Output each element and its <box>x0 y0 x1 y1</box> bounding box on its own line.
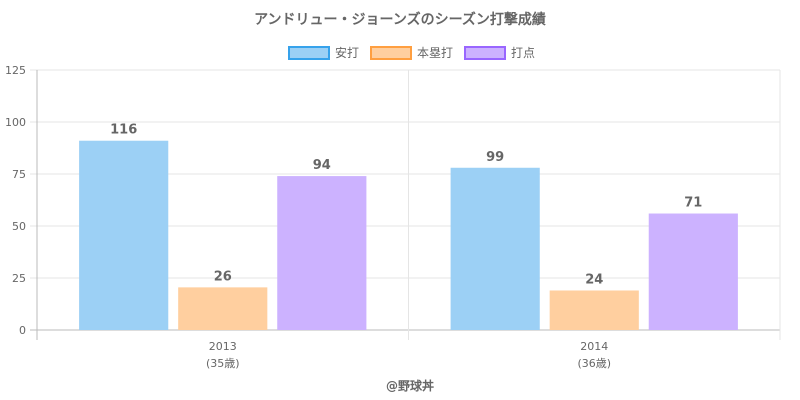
legend-swatch-1[interactable] <box>370 46 412 60</box>
x-tick-label-0: 2013 <box>209 340 237 353</box>
legend: 安打 本塁打 打点 <box>288 45 535 60</box>
y-tick-label-3: 75 <box>12 168 26 181</box>
bar-1-2[interactable] <box>648 213 738 330</box>
bar-1-0[interactable] <box>450 167 540 330</box>
data-labels: 116 26 94 99 24 71 <box>110 123 702 288</box>
data-label-1-2: 71 <box>684 196 702 211</box>
legend-swatch-0[interactable] <box>288 46 330 60</box>
bars <box>79 140 738 330</box>
bar-1-1[interactable] <box>549 290 639 330</box>
data-label-1-1: 24 <box>585 272 603 287</box>
y-axis: 0 25 50 75 100 125 <box>5 64 26 337</box>
data-label-1-0: 99 <box>486 150 504 165</box>
y-tick-label-2: 50 <box>12 220 26 233</box>
y-tick-label-1: 25 <box>12 272 26 285</box>
footer-credit: @野球丼 <box>386 378 434 393</box>
data-label-0-2: 94 <box>313 158 331 173</box>
chart-title: アンドリュー・ジョーンズのシーズン打撃成績 <box>254 11 546 28</box>
bar-0-1[interactable] <box>178 287 268 330</box>
y-tick-label-0: 0 <box>19 324 26 337</box>
x-tick-sublabel-0: (35歳) <box>206 357 240 370</box>
bar-0-2[interactable] <box>277 176 367 330</box>
data-label-0-0: 116 <box>110 123 137 138</box>
y-tick-label-4: 100 <box>5 116 26 129</box>
legend-label-2: 打点 <box>511 46 535 60</box>
legend-swatch-2[interactable] <box>464 46 506 60</box>
data-label-0-1: 26 <box>214 269 232 284</box>
y-tick-label-5: 125 <box>5 64 26 77</box>
x-tick-sublabel-1: (36歳) <box>577 357 611 370</box>
x-tick-label-1: 2014 <box>580 340 608 353</box>
x-axis: 2013 (35歳) 2014 (36歳) <box>206 340 611 370</box>
legend-label-1: 本塁打 <box>417 46 453 60</box>
legend-label-0: 安打 <box>335 45 359 60</box>
bar-0-0[interactable] <box>79 140 169 330</box>
